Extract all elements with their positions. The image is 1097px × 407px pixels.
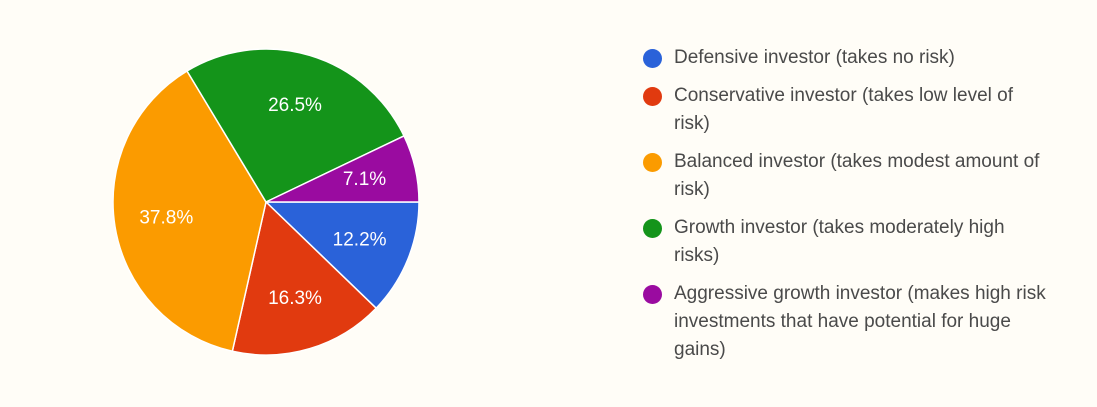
legend-swatch [643, 219, 662, 238]
legend-item-conservative[interactable]: Conservative investor (takes low level o… [643, 82, 1063, 138]
slice-percentage-label: 12.2% [333, 229, 387, 250]
legend-item-defensive[interactable]: Defensive investor (takes no risk) [643, 44, 1063, 72]
slice-percentage-label: 26.5% [268, 95, 322, 116]
pie-slice-1[interactable] [265, 201, 420, 309]
legend-swatch [643, 87, 662, 106]
legend-label: Balanced investor (takes modest amount o… [674, 151, 1040, 200]
pie-slices [112, 48, 420, 356]
legend-item-aggressive-growth[interactable]: Aggressive growth investor (makes high r… [643, 280, 1063, 364]
pie-slice-3[interactable] [112, 70, 267, 353]
legend-label: Growth investor (takes moderately high r… [674, 217, 1005, 266]
legend-label: Conservative investor (takes low level o… [674, 85, 1013, 134]
legend-swatch [643, 153, 662, 172]
legend-swatch [643, 285, 662, 304]
legend-label: Aggressive growth investor (makes high r… [674, 283, 1046, 360]
pie-slice-2[interactable] [231, 201, 377, 356]
legend: Defensive investor (takes no risk) Conse… [643, 44, 1063, 374]
pie-slice-5[interactable] [265, 135, 420, 203]
slice-percentage-label: 16.3% [268, 288, 322, 309]
legend-item-balanced[interactable]: Balanced investor (takes modest amount o… [643, 148, 1063, 204]
legend-swatch [643, 49, 662, 68]
legend-item-growth[interactable]: Growth investor (takes moderately high r… [643, 214, 1063, 270]
pie-slice-4[interactable] [186, 48, 405, 203]
slice-percentage-label: 37.8% [139, 208, 193, 229]
slice-percentage-label: 7.1% [343, 169, 386, 190]
legend-label: Defensive investor (takes no risk) [674, 47, 955, 68]
pie-slice-labels: 12.2% 16.3% 37.8% 26.5% 7.1% [139, 95, 386, 309]
